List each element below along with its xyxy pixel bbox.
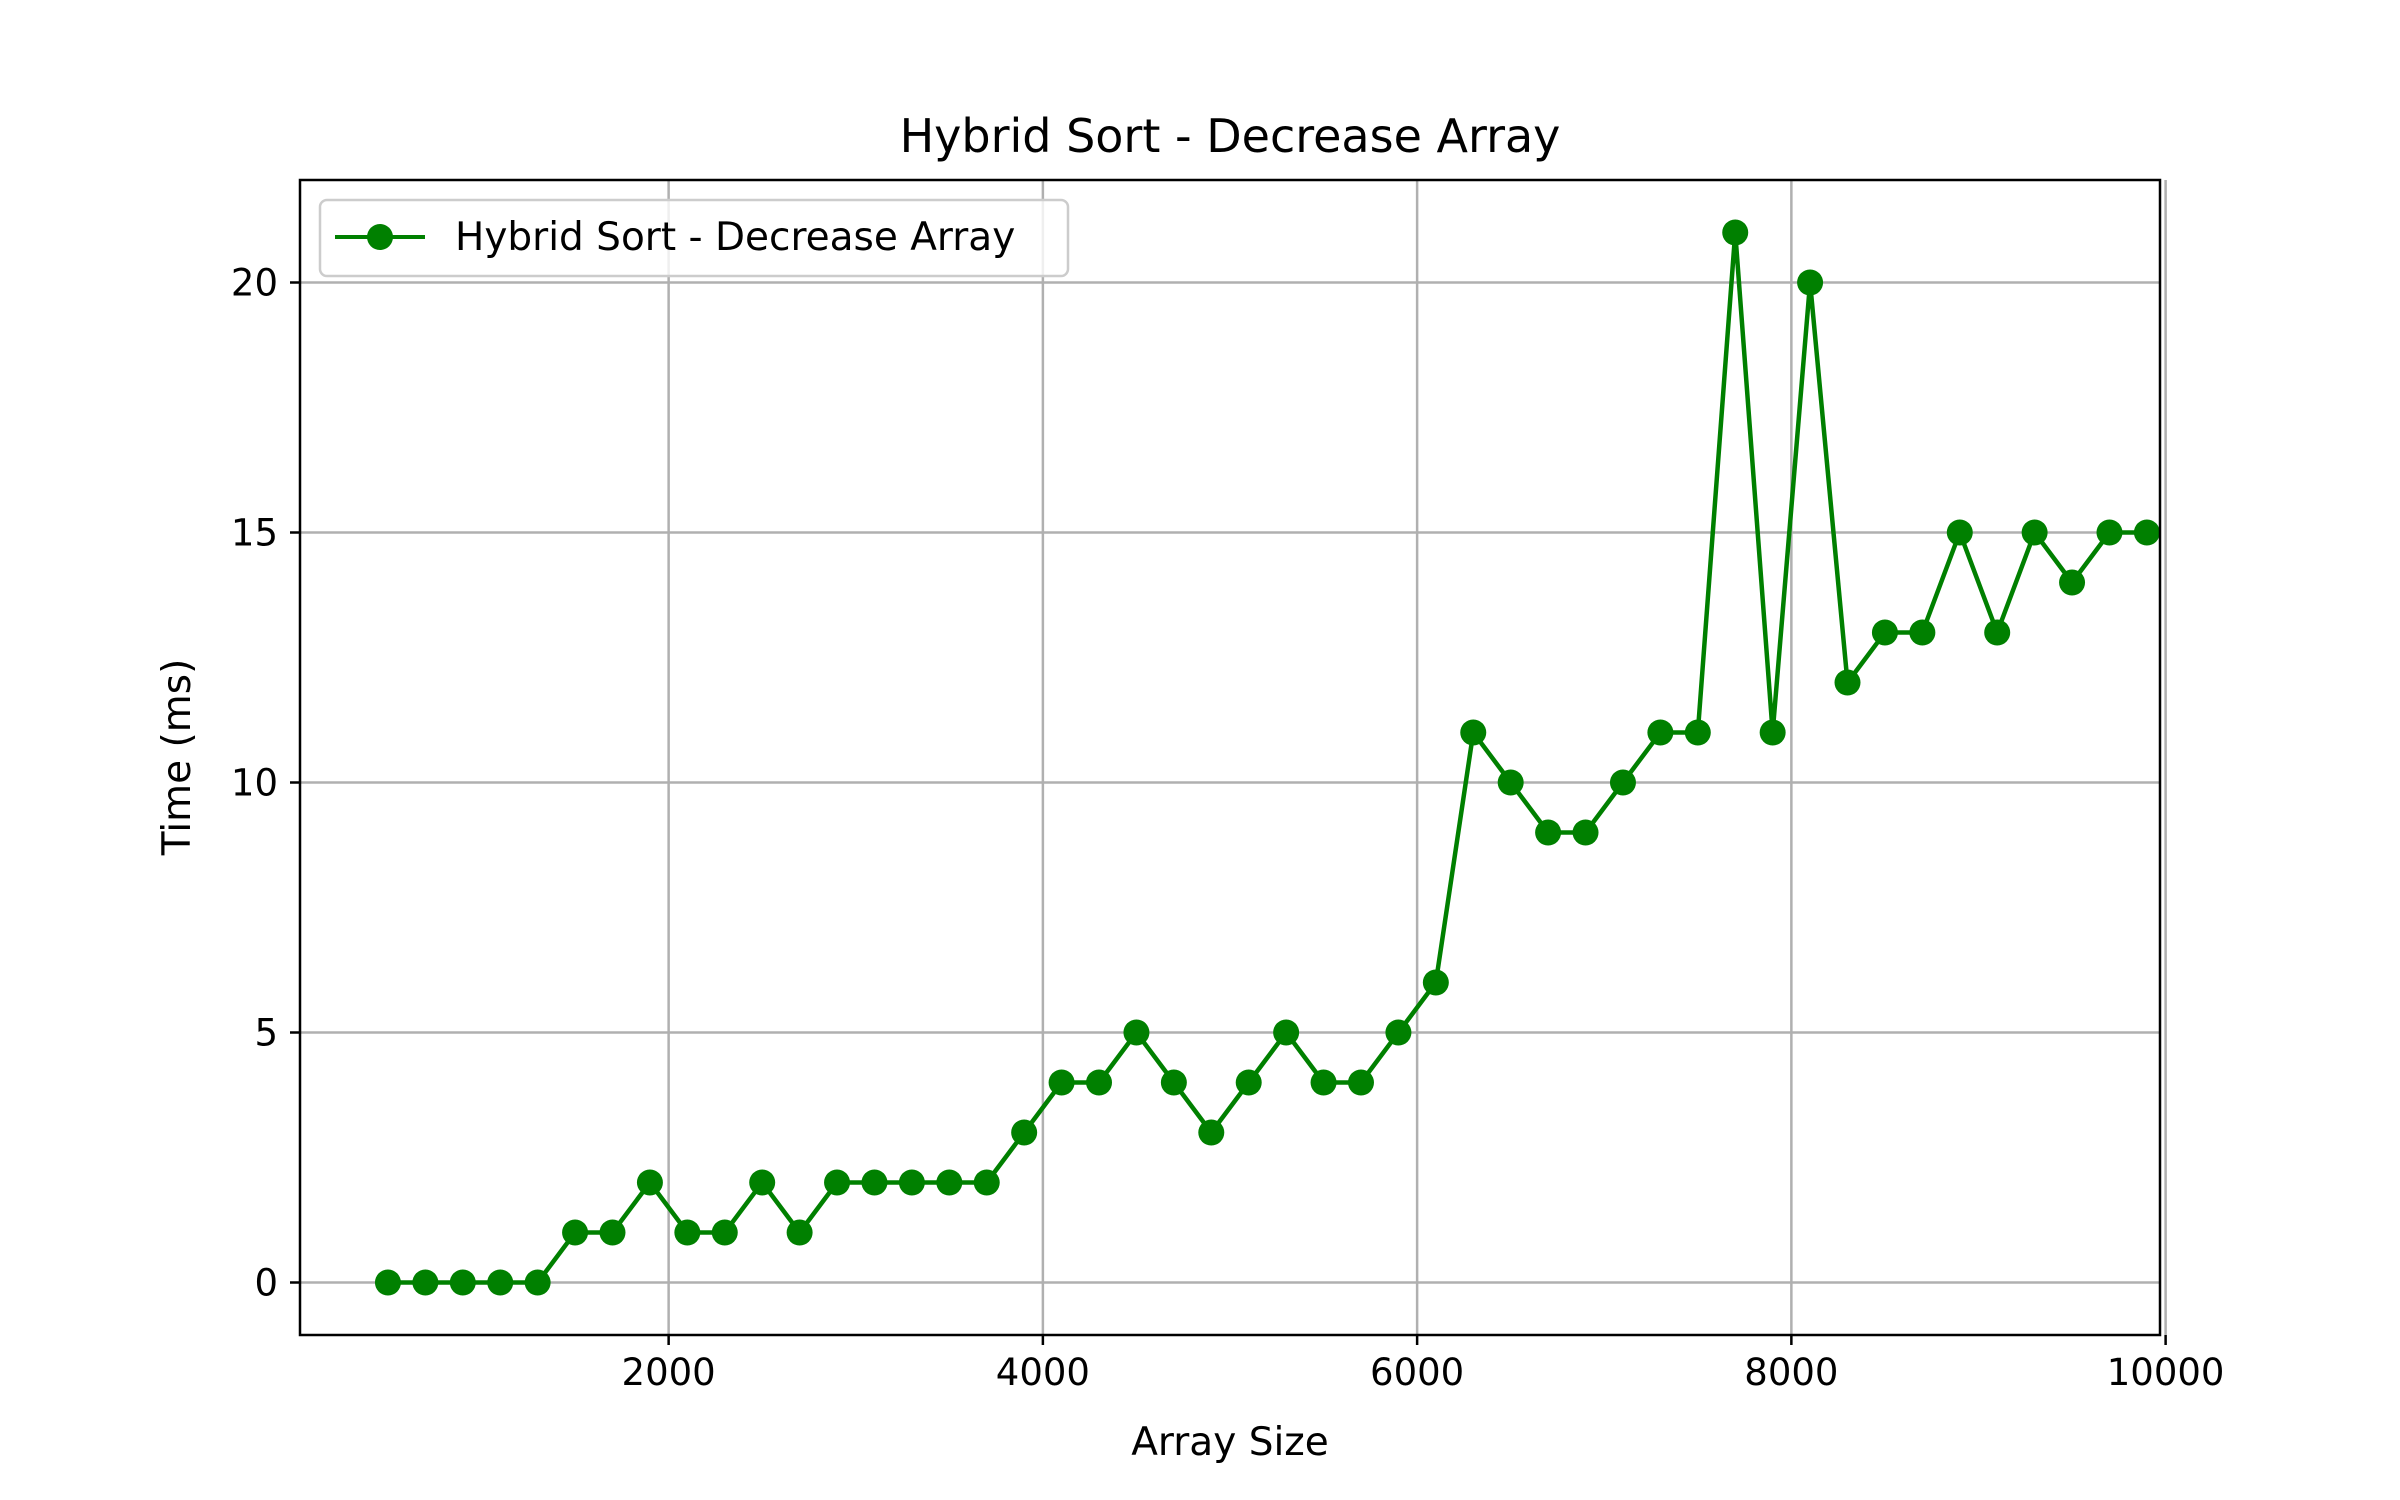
data-point <box>2021 519 2048 546</box>
y-tick-label: 10 <box>231 762 278 805</box>
legend-label: Hybrid Sort - Decrease Array <box>455 215 1015 260</box>
x-tick-label: 6000 <box>1370 1351 1464 1394</box>
data-point <box>1984 619 2011 646</box>
data-point <box>1647 719 1674 746</box>
data-point <box>2133 519 2160 546</box>
y-tick-label: 20 <box>231 262 278 305</box>
x-tick-label: 10000 <box>2107 1351 2225 1394</box>
data-point <box>824 1169 851 1196</box>
data-point <box>1235 1069 1262 1096</box>
series-layer <box>374 219 2160 1296</box>
legend-marker <box>367 224 393 250</box>
data-point <box>562 1219 589 1246</box>
data-point <box>1310 1069 1337 1096</box>
data-point <box>861 1169 888 1196</box>
data-point <box>2059 569 2086 596</box>
data-point <box>1946 519 1973 546</box>
y-tick-label: 15 <box>231 512 278 555</box>
y-axis-label: Time (ms) <box>155 659 200 857</box>
data-point <box>449 1269 476 1296</box>
data-point <box>1347 1069 1374 1096</box>
data-point <box>1871 619 1898 646</box>
data-point <box>1160 1069 1187 1096</box>
data-point <box>1722 219 1749 246</box>
data-point <box>1385 1019 1412 1046</box>
data-point <box>524 1269 551 1296</box>
data-point <box>973 1169 1000 1196</box>
data-point <box>1797 269 1824 296</box>
y-tick-label: 5 <box>254 1012 278 1055</box>
data-point <box>1011 1119 1038 1146</box>
data-point <box>1198 1119 1225 1146</box>
data-point <box>1086 1069 1113 1096</box>
data-point <box>1048 1069 1075 1096</box>
data-point <box>898 1169 925 1196</box>
data-point <box>749 1169 776 1196</box>
plot-frame <box>298 178 2162 1337</box>
data-point <box>1460 719 1487 746</box>
data-point <box>636 1169 663 1196</box>
data-point <box>936 1169 963 1196</box>
data-point <box>1609 769 1636 796</box>
data-point <box>2096 519 2123 546</box>
data-point <box>487 1269 514 1296</box>
legend: Hybrid Sort - Decrease Array <box>318 198 1070 278</box>
data-point <box>1535 819 1562 846</box>
legend-box <box>318 198 1070 278</box>
data-point <box>1572 819 1599 846</box>
x-tick-label: 8000 <box>1744 1351 1838 1394</box>
y-tick-label: 0 <box>254 1262 278 1305</box>
x-tick-label: 2000 <box>622 1351 716 1394</box>
data-point <box>1497 769 1524 796</box>
axis-ticks: 2000 4000 6000 8000 10000 0 5 10 15 20 <box>231 262 2225 1395</box>
x-axis-label: Array Size <box>1131 1420 1329 1465</box>
data-point <box>1759 719 1786 746</box>
data-point <box>1273 1019 1300 1046</box>
data-point <box>412 1269 439 1296</box>
grid-lines <box>300 180 2167 1335</box>
chart-title: Hybrid Sort - Decrease Array <box>900 109 1561 163</box>
data-point <box>1834 669 1861 696</box>
data-point <box>1684 719 1711 746</box>
x-tick-label: 4000 <box>996 1351 1090 1394</box>
data-point <box>1422 969 1449 996</box>
data-point <box>711 1219 738 1246</box>
data-point <box>599 1219 626 1246</box>
data-point <box>1909 619 1936 646</box>
data-point <box>674 1219 701 1246</box>
data-point <box>1123 1019 1150 1046</box>
data-point <box>786 1219 813 1246</box>
data-point <box>374 1269 401 1296</box>
series-line <box>387 230 2147 1285</box>
